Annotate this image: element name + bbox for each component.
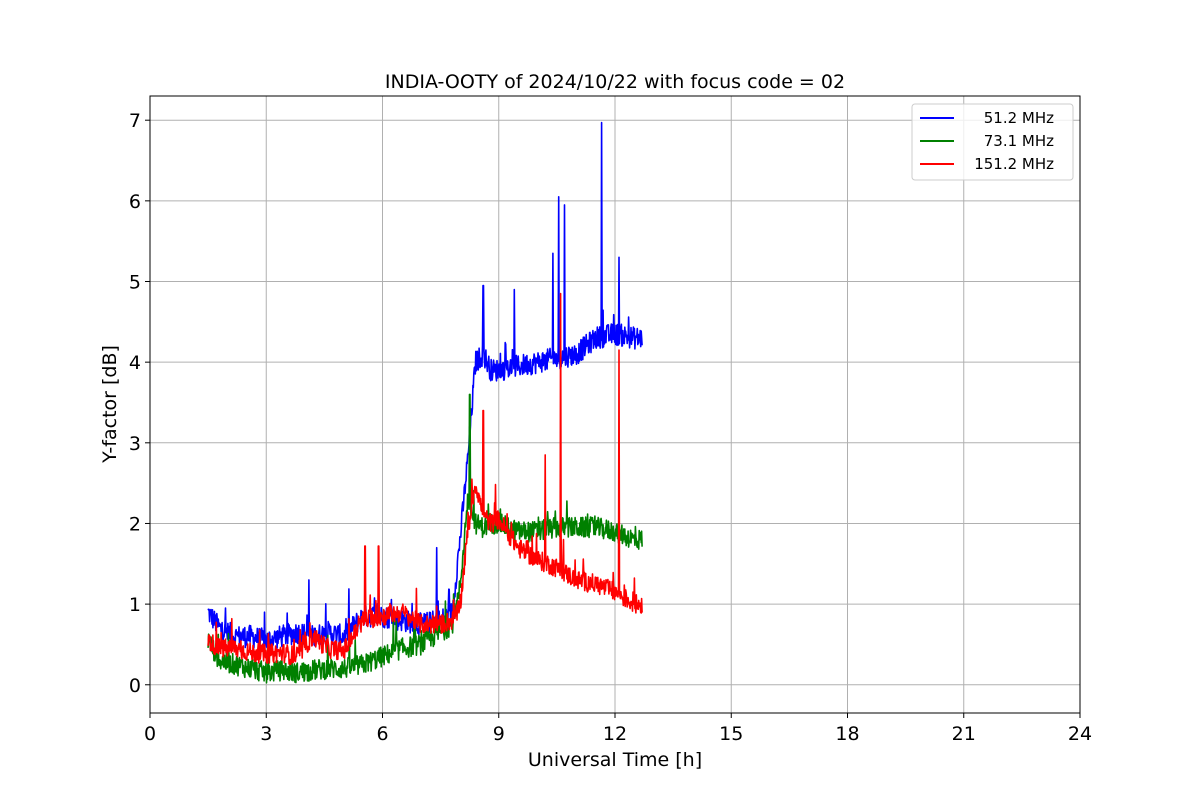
x-tick-label: 12 xyxy=(603,723,627,745)
x-tick-label: 18 xyxy=(835,723,859,745)
x-tick-label: 15 xyxy=(719,723,743,745)
chart-title: INDIA-OOTY of 2024/10/22 with focus code… xyxy=(385,71,845,93)
x-tick-label: 0 xyxy=(144,723,156,745)
y-tick-label: 0 xyxy=(129,675,141,697)
x-tick-label: 6 xyxy=(376,723,388,745)
legend: 51.2 MHz 73.1 MHz 151.2 MHz xyxy=(911,103,1074,181)
x-tick-label: 3 xyxy=(260,723,272,745)
series-line-2 xyxy=(207,292,643,666)
x-tick-label: 21 xyxy=(952,723,976,745)
y-axis-label: Y-factor [dB] xyxy=(99,345,121,464)
legend-label: 151.2 MHz xyxy=(974,155,1054,173)
y-tick-label: 5 xyxy=(129,272,141,294)
legend-label: 51.2 MHz xyxy=(984,109,1054,127)
series-line-0 xyxy=(207,121,643,651)
legend-frame xyxy=(911,103,1074,181)
x-tick-label: 9 xyxy=(493,723,505,745)
y-tick-label: 7 xyxy=(129,110,141,132)
y-tick-label: 6 xyxy=(129,191,141,213)
y-tick-label: 1 xyxy=(129,594,141,616)
x-axis-label: Universal Time [h] xyxy=(528,749,702,771)
y-tick-label: 2 xyxy=(129,513,141,535)
plot-lines xyxy=(207,121,643,684)
legend-label: 73.1 MHz xyxy=(984,132,1054,150)
y-tick-label: 3 xyxy=(129,433,141,455)
y-tick-label: 4 xyxy=(129,352,141,374)
x-tick-label: 24 xyxy=(1068,723,1092,745)
